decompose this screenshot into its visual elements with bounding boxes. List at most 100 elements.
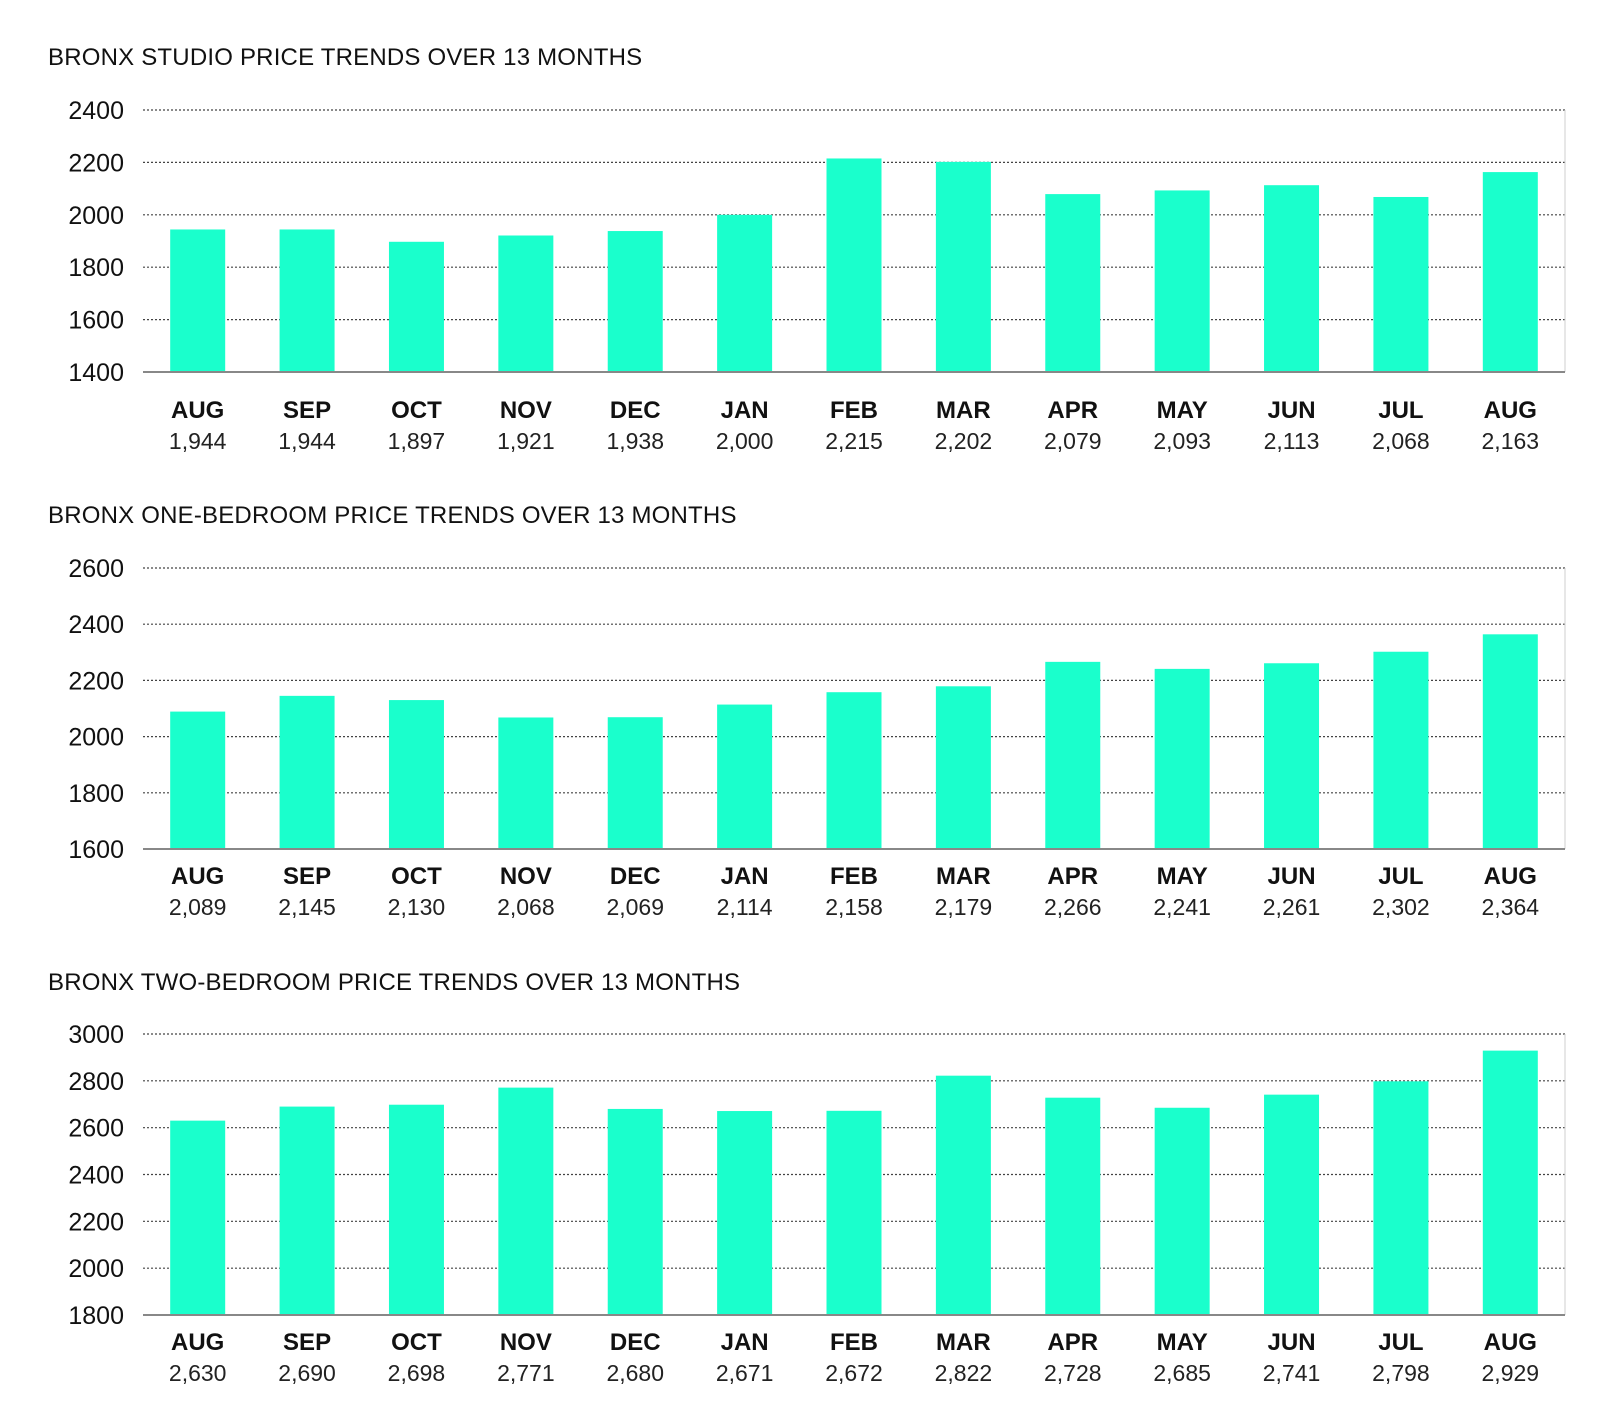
y-tick-label: 2000: [68, 202, 124, 230]
bar: [1154, 1107, 1210, 1315]
x-category-label: JUN: [1268, 863, 1316, 890]
bar: [826, 692, 882, 849]
data-value-label: 1,897: [388, 428, 446, 454]
x-category-label: AUG: [171, 863, 224, 890]
data-value-label: 2,079: [1044, 428, 1102, 454]
x-category-label: NOV: [500, 863, 552, 890]
data-value-label: 2,202: [935, 428, 993, 454]
data-value-label: 1,944: [169, 428, 227, 454]
bar: [1482, 634, 1538, 849]
x-category-label: FEB: [830, 863, 878, 890]
x-category-label: JUL: [1378, 397, 1423, 424]
y-tick-label: 3000: [68, 1021, 124, 1049]
x-category-label: SEP: [283, 1329, 331, 1356]
data-value-label: 2,215: [825, 428, 883, 454]
x-category-label: AUG: [1484, 1329, 1537, 1356]
data-value-label: 2,163: [1482, 428, 1540, 454]
bar: [170, 1120, 226, 1315]
x-category-label: MAY: [1157, 1329, 1208, 1356]
bar: [607, 231, 663, 372]
data-value-label: 2,089: [169, 894, 227, 920]
data-value-label: 2,113: [1264, 428, 1320, 454]
x-category-label: JUL: [1378, 1329, 1423, 1356]
data-value-label: 2,690: [278, 1360, 336, 1386]
x-category-label: JAN: [721, 863, 769, 890]
data-value-label: 2,672: [825, 1360, 883, 1386]
data-value-label: 2,068: [497, 894, 555, 920]
x-category-label: DEC: [610, 397, 661, 424]
bar: [607, 1108, 663, 1315]
data-value-label: 2,302: [1372, 894, 1430, 920]
chart-1: BRONX STUDIO PRICE TRENDS OVER 13 MONTHS…: [48, 44, 1566, 454]
x-category-label: MAR: [936, 397, 991, 424]
bar: [607, 717, 663, 849]
bar: [826, 1110, 882, 1315]
x-category-label: OCT: [391, 397, 442, 424]
y-tick-label: 2200: [68, 149, 124, 177]
y-tick-label: 2400: [68, 611, 124, 639]
bar: [279, 229, 335, 372]
x-category-label: NOV: [500, 1329, 552, 1356]
data-value-label: 2,266: [1044, 894, 1102, 920]
data-value-label: 2,771: [497, 1360, 555, 1386]
x-category-label: APR: [1047, 1329, 1098, 1356]
bar: [1482, 1050, 1538, 1315]
x-category-label: AUG: [1484, 863, 1537, 890]
data-value-label: 2,364: [1482, 894, 1540, 920]
chart-title: BRONX ONE-BEDROOM PRICE TRENDS OVER 13 M…: [48, 502, 737, 529]
data-value-label: 2,145: [278, 894, 336, 920]
bar: [1373, 1081, 1429, 1315]
y-tick-label: 1600: [68, 307, 124, 335]
data-value-label: 1,921: [497, 428, 555, 454]
x-category-label: DEC: [610, 863, 661, 890]
bar: [717, 214, 773, 372]
x-category-label: NOV: [500, 397, 552, 424]
chart-2: BRONX ONE-BEDROOM PRICE TRENDS OVER 13 M…: [48, 502, 1566, 920]
bar: [170, 711, 226, 849]
chart-title: BRONX TWO-BEDROOM PRICE TRENDS OVER 13 M…: [48, 969, 740, 996]
bar: [498, 235, 554, 372]
bar: [935, 161, 991, 372]
data-value-label: 1,944: [278, 428, 336, 454]
x-category-label: JUL: [1378, 863, 1423, 890]
bar: [1154, 190, 1210, 372]
x-category-label: FEB: [830, 1329, 878, 1356]
bar: [1264, 185, 1320, 372]
x-category-label: SEP: [283, 397, 331, 424]
bar: [1045, 194, 1101, 372]
x-category-label: AUG: [171, 1329, 224, 1356]
y-tick-label: 2000: [68, 724, 124, 752]
data-value-label: 2,179: [935, 894, 993, 920]
bar: [498, 1087, 554, 1315]
x-category-label: MAR: [936, 863, 991, 890]
data-value-label: 2,069: [606, 894, 664, 920]
bar: [388, 700, 444, 849]
x-category-label: MAY: [1157, 863, 1208, 890]
x-category-label: MAR: [936, 1329, 991, 1356]
data-value-label: 2,728: [1044, 1360, 1102, 1386]
y-tick-label: 1600: [68, 836, 124, 864]
bar: [717, 704, 773, 849]
bar: [935, 1075, 991, 1315]
data-value-label: 2,698: [388, 1360, 446, 1386]
data-value-label: 2,671: [716, 1360, 774, 1386]
bar: [935, 686, 991, 849]
y-tick-label: 1800: [68, 780, 124, 808]
x-category-label: DEC: [610, 1329, 661, 1356]
data-value-label: 2,093: [1153, 428, 1211, 454]
y-tick-label: 2600: [68, 555, 124, 583]
data-value-label: 1,938: [606, 428, 664, 454]
x-category-label: SEP: [283, 863, 331, 890]
data-value-label: 2,929: [1482, 1360, 1540, 1386]
data-value-label: 2,741: [1263, 1360, 1321, 1386]
data-value-label: 2,130: [388, 894, 446, 920]
y-tick-label: 1800: [68, 254, 124, 282]
bar: [1045, 661, 1101, 849]
chart-title: BRONX STUDIO PRICE TRENDS OVER 13 MONTHS: [48, 44, 642, 71]
x-category-label: APR: [1047, 863, 1098, 890]
x-category-label: MAY: [1157, 397, 1208, 424]
bar: [279, 1106, 335, 1315]
bar: [1154, 668, 1210, 849]
data-value-label: 2,114: [717, 894, 773, 920]
